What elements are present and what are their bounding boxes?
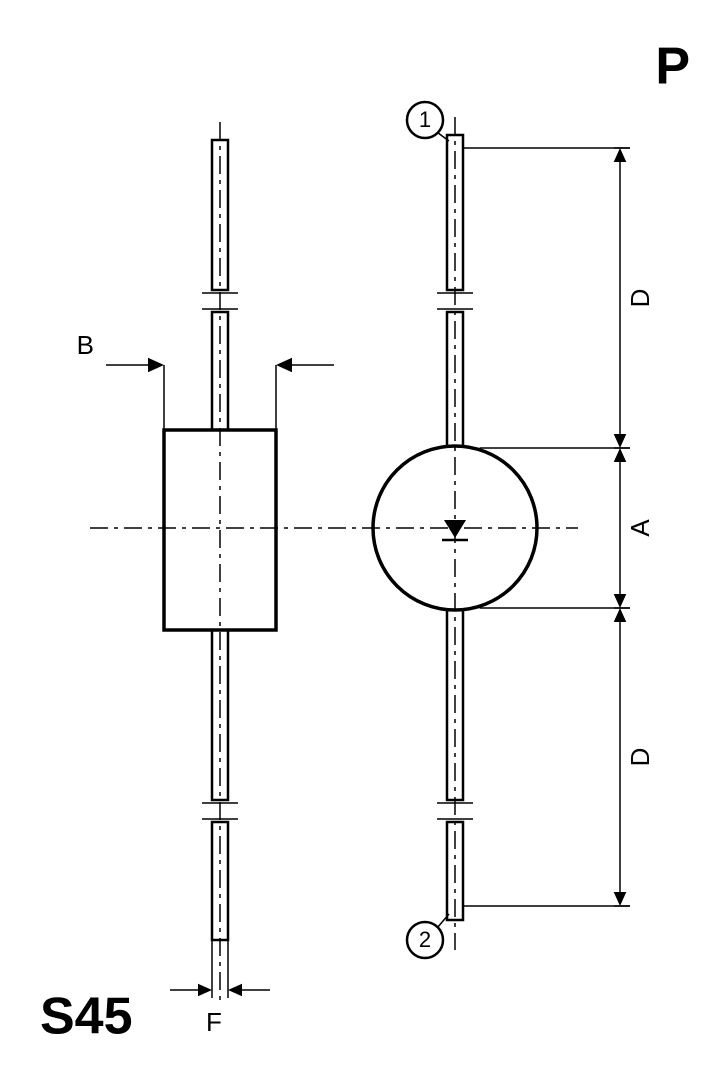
page-letter: P xyxy=(655,38,690,96)
svg-text:D: D xyxy=(625,748,655,767)
part-code: S45 xyxy=(40,988,133,1046)
svg-text:D: D xyxy=(625,289,655,308)
pin-label-2: 2 xyxy=(419,927,431,952)
pin-label-1: 1 xyxy=(419,107,431,132)
dim-label-F: F xyxy=(206,1007,222,1037)
dim-label-B: B xyxy=(77,330,94,360)
svg-text:A: A xyxy=(625,519,655,537)
technical-drawing: B F 1 2 D A D P S45 xyxy=(0,0,720,1080)
